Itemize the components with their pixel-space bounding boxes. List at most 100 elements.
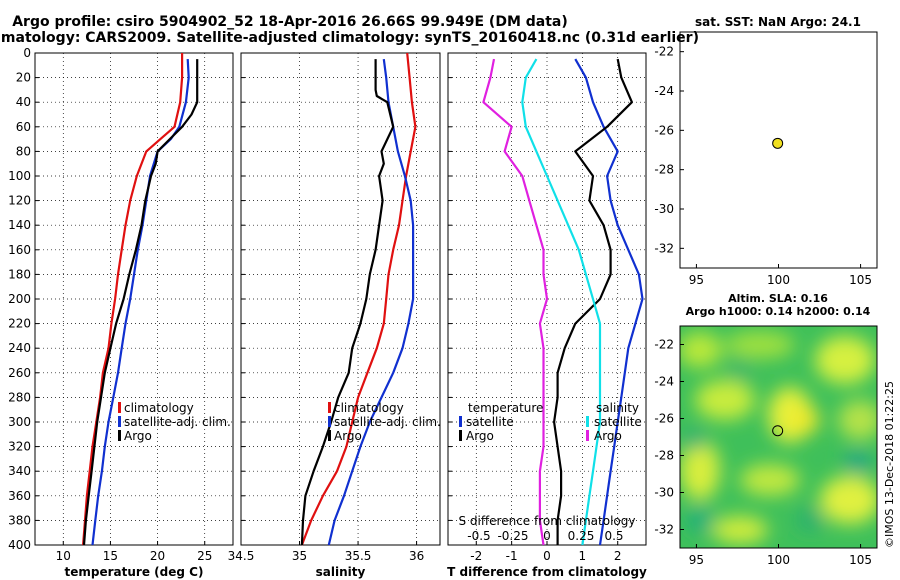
x-tick-label: 35.5 bbox=[345, 549, 372, 563]
y-tick-label: 240 bbox=[8, 341, 31, 355]
series-line-argo bbox=[82, 59, 199, 546]
y-tick-label: -30 bbox=[654, 486, 674, 500]
difference-panel: -2 -1 0 1 2 T difference from climatology temp… bbox=[447, 52, 647, 579]
x-tick-label: 100 bbox=[767, 553, 790, 567]
x-tick-label: -2 bbox=[470, 549, 482, 563]
x-tick-label: 36 bbox=[409, 549, 424, 563]
x-tick-label: 100 bbox=[767, 273, 790, 287]
y-tick-label: -26 bbox=[654, 123, 674, 137]
series-line-satellite-adj-clim- bbox=[91, 59, 190, 546]
legend-label: satellite-adj. clim. bbox=[334, 415, 441, 429]
series-line-t-argo bbox=[552, 58, 634, 545]
title-line-2: Climatology: CARS2009. Satellite-adjuste… bbox=[0, 30, 699, 46]
legend-swatch bbox=[118, 402, 121, 413]
secondary-x-tick-label: 0.25 bbox=[568, 529, 595, 543]
x-tick-label: 105 bbox=[849, 273, 872, 287]
legend-swatch bbox=[328, 402, 331, 413]
legend-label: satellite-adj. clim. bbox=[124, 415, 231, 429]
sst-map-panel: -22 -24 -26 -28 -30 -32 95 100 105 bbox=[654, 31, 878, 287]
y-tick-label: -26 bbox=[654, 412, 674, 426]
series-line-argo bbox=[300, 59, 395, 546]
y-tick-label: 60 bbox=[16, 120, 31, 134]
legend-swatch bbox=[586, 430, 589, 441]
y-tick-label: -28 bbox=[654, 163, 674, 177]
legend-label: satellite bbox=[466, 415, 514, 429]
title-line-1: Argo profile: csiro 5904902_52 18-Apr-20… bbox=[12, 14, 568, 30]
legend-swatch bbox=[118, 416, 121, 427]
y-tick-label: -32 bbox=[654, 241, 674, 255]
secondary-x-tick-label: 0.5 bbox=[604, 529, 623, 543]
legend-label: Argo bbox=[594, 429, 622, 443]
y-tick-label: 20 bbox=[16, 71, 31, 85]
legend-label: climatology bbox=[334, 401, 404, 415]
series-line-satellite-adj-clim- bbox=[327, 58, 415, 546]
y-tick-label: 320 bbox=[8, 440, 31, 454]
x-tick-label: 25 bbox=[197, 549, 212, 563]
sla-map-panel: -22 -24 -26 -28 -30 -32 95 100 105 bbox=[654, 325, 878, 567]
x-tick-label: 2 bbox=[614, 549, 622, 563]
y-tick-label: -22 bbox=[654, 338, 674, 352]
y-tick-label: 220 bbox=[8, 317, 31, 331]
y-tick-label: 140 bbox=[8, 218, 31, 232]
x-axis-label: T difference from climatology bbox=[447, 565, 647, 579]
x-tick-label: 95 bbox=[689, 553, 704, 567]
y-tick-label: -32 bbox=[654, 523, 674, 537]
sla-map-title-1: Altim. SLA: 0.16 bbox=[728, 292, 828, 305]
legend-label: climatology bbox=[124, 401, 194, 415]
legend-swatch bbox=[459, 416, 462, 427]
y-tick-label: -28 bbox=[654, 449, 674, 463]
x-tick-label: 10 bbox=[56, 549, 71, 563]
y-tick-label: 400 bbox=[8, 538, 31, 552]
y-tick-label: -24 bbox=[654, 375, 674, 389]
y-tick-label: -30 bbox=[654, 202, 674, 216]
legend-label: satellite bbox=[594, 415, 642, 429]
y-tick-label: 80 bbox=[16, 144, 31, 158]
legend-swatch bbox=[586, 416, 589, 427]
sla-heatmap bbox=[680, 326, 877, 548]
x-tick-label: 15 bbox=[103, 549, 118, 563]
series-line-s-satellite bbox=[521, 58, 602, 546]
y-tick-label: 200 bbox=[8, 292, 31, 306]
x-tick-label: 1 bbox=[579, 549, 587, 563]
x-axis-label: temperature (deg C) bbox=[65, 565, 204, 579]
x-axis-label: salinity bbox=[316, 565, 366, 579]
sst-map-title: sat. SST: NaN Argo: 24.1 bbox=[695, 15, 861, 29]
x-tick-label: 34.5 bbox=[228, 549, 255, 563]
temperature-panel: 0 20 40 60 80 100 120 140 160 180 200 220 240 260 280 3… bbox=[8, 46, 234, 579]
y-tick-label: 280 bbox=[8, 390, 31, 404]
argo-position-marker bbox=[772, 425, 784, 437]
copyright-stamp: ©IMOS 13-Dec-2018 01:22:25 bbox=[883, 381, 896, 548]
series-line-climatology bbox=[300, 52, 417, 546]
x-tick-label: 105 bbox=[849, 553, 872, 567]
salinity-panel: 34.5 35 35.5 36 salinity climatologysatellite… bbox=[228, 52, 441, 579]
y-tick-label: 160 bbox=[8, 243, 31, 257]
legend-swatch bbox=[118, 430, 121, 441]
legend-label: Argo bbox=[124, 429, 152, 443]
y-tick-label: 260 bbox=[8, 366, 31, 380]
y-tick-label: -24 bbox=[654, 84, 674, 98]
legend-label: Argo bbox=[466, 429, 494, 443]
y-tick-label: 300 bbox=[8, 415, 31, 429]
y-tick-label: -22 bbox=[654, 45, 674, 59]
secondary-x-tick-label: -0.5 bbox=[467, 529, 490, 543]
x-tick-label: 0 bbox=[543, 549, 551, 563]
x-tick-label: 95 bbox=[689, 273, 704, 287]
secondary-x-tick-label: 0 bbox=[543, 529, 551, 543]
series-line-t-satellite bbox=[574, 58, 644, 546]
y-tick-label: 100 bbox=[8, 169, 31, 183]
y-tick-label: 0 bbox=[23, 46, 31, 60]
secondary-x-axis-label: S difference from climatology bbox=[459, 514, 636, 528]
legend-swatch bbox=[328, 416, 331, 427]
argo-position-marker bbox=[772, 137, 784, 149]
y-tick-label: 120 bbox=[8, 194, 31, 208]
legend-swatch bbox=[328, 430, 331, 441]
series-line-s-argo bbox=[482, 58, 549, 546]
legend-left-title: temperature bbox=[468, 401, 543, 415]
y-tick-label: 180 bbox=[8, 267, 31, 281]
legend-swatch bbox=[459, 430, 462, 441]
y-tick-label: 380 bbox=[8, 513, 31, 527]
x-tick-label: 20 bbox=[150, 549, 165, 563]
legend-label: Argo bbox=[334, 429, 362, 443]
secondary-x-tick-label: -0.25 bbox=[497, 529, 528, 543]
